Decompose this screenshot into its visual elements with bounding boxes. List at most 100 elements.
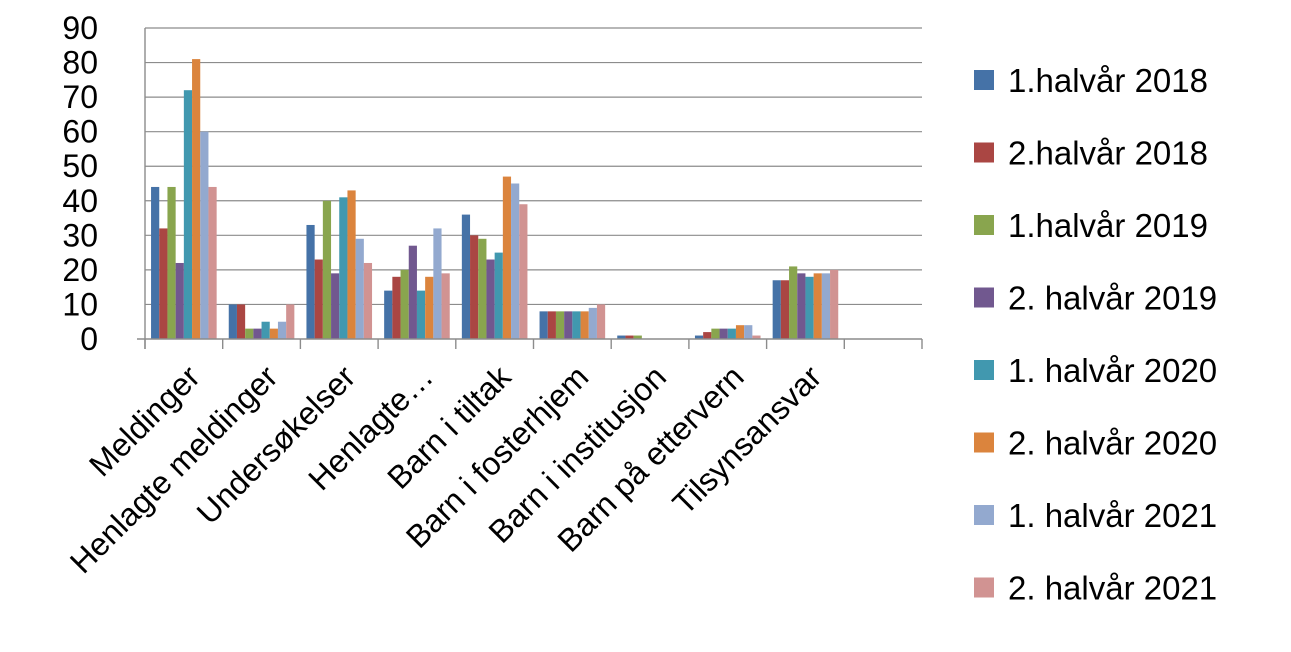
bar (694, 335, 704, 339)
y-tick-label: 0 (80, 321, 98, 357)
legend-label: 1.halvår 2019 (1008, 207, 1208, 244)
bar (167, 186, 176, 339)
bar (392, 276, 401, 339)
bar (461, 214, 471, 339)
y-tick-label: 20 (62, 252, 98, 288)
bar (384, 290, 393, 339)
legend-swatch (974, 577, 994, 598)
legend-swatch (974, 360, 994, 380)
bar (236, 304, 246, 339)
bar (519, 204, 528, 339)
bar (159, 228, 168, 339)
bar (625, 335, 634, 339)
bar (539, 311, 548, 339)
bar (789, 266, 798, 339)
bar (572, 311, 581, 339)
gridlines (145, 27, 922, 306)
bar (314, 259, 323, 339)
bar (286, 304, 295, 339)
axes (137, 28, 923, 349)
bar (719, 328, 728, 339)
bars (151, 59, 839, 339)
bar (269, 328, 278, 339)
bar (617, 335, 626, 339)
y-tick-label: 30 (62, 217, 98, 253)
bar (408, 245, 417, 339)
legend-swatch (974, 432, 994, 453)
bar (805, 276, 814, 339)
bar (416, 290, 426, 339)
y-tick-label: 60 (62, 114, 98, 150)
bar (703, 332, 712, 339)
legend-label: 2. halvår 2020 (1008, 425, 1217, 462)
bar (261, 321, 270, 339)
bar (441, 273, 450, 339)
bar (363, 262, 373, 339)
bar (547, 311, 556, 339)
bar (228, 304, 237, 339)
bar (400, 269, 409, 339)
bar (494, 252, 503, 339)
bar (277, 321, 287, 339)
bar (192, 59, 201, 339)
y-tick-label: 70 (62, 79, 98, 115)
legend-label: 2. halvår 2019 (1008, 280, 1217, 317)
bar (711, 328, 720, 339)
bar (433, 228, 442, 339)
bar (633, 335, 642, 339)
legend-label: 2. halvår 2021 (1008, 570, 1217, 607)
bar (253, 328, 262, 339)
bar (735, 325, 745, 339)
bar (478, 238, 487, 339)
bar (780, 280, 790, 339)
y-tick-label: 10 (62, 286, 98, 322)
bar (175, 262, 184, 339)
legend-swatch (974, 70, 994, 90)
bar (208, 186, 217, 339)
bar (425, 276, 434, 339)
legend-swatch (974, 215, 994, 235)
bar (306, 224, 315, 339)
bar (347, 190, 356, 339)
bar (322, 200, 332, 339)
legend-label: 1.halvår 2018 (1008, 62, 1208, 99)
bar (813, 273, 822, 339)
bar (727, 328, 736, 339)
bar (151, 186, 160, 339)
y-tick-label: 90 (62, 10, 98, 46)
bar (511, 183, 520, 339)
bar (339, 197, 348, 339)
bar (580, 311, 589, 339)
legend-label: 1. halvår 2020 (1008, 352, 1217, 389)
bar (331, 273, 340, 339)
y-tick-label: 40 (62, 183, 98, 219)
legend-swatch (974, 142, 994, 163)
bar (183, 90, 193, 339)
bar (486, 259, 495, 339)
bar (245, 328, 254, 339)
bar (564, 311, 573, 339)
bar (470, 235, 479, 339)
bar (772, 280, 781, 339)
bar (752, 335, 761, 339)
legend-swatch (974, 505, 994, 525)
bar (555, 311, 565, 339)
bar (355, 238, 364, 339)
legend-swatch (974, 287, 994, 308)
legend: 1.halvår 2018 2.halvår 2018 1.halvår 2019 2… (974, 62, 1217, 607)
bar (502, 176, 512, 339)
bar (830, 269, 839, 339)
legend-label: 1. halvår 2021 (1008, 497, 1217, 534)
bar (588, 307, 597, 339)
bar (797, 273, 806, 339)
bar (596, 304, 606, 339)
y-tick-label: 80 (62, 45, 98, 81)
bar (821, 273, 831, 339)
bar (744, 325, 753, 339)
y-tick-label: 50 (62, 148, 98, 184)
legend-label: 2.halvår 2018 (1008, 135, 1208, 172)
bar (200, 131, 209, 339)
